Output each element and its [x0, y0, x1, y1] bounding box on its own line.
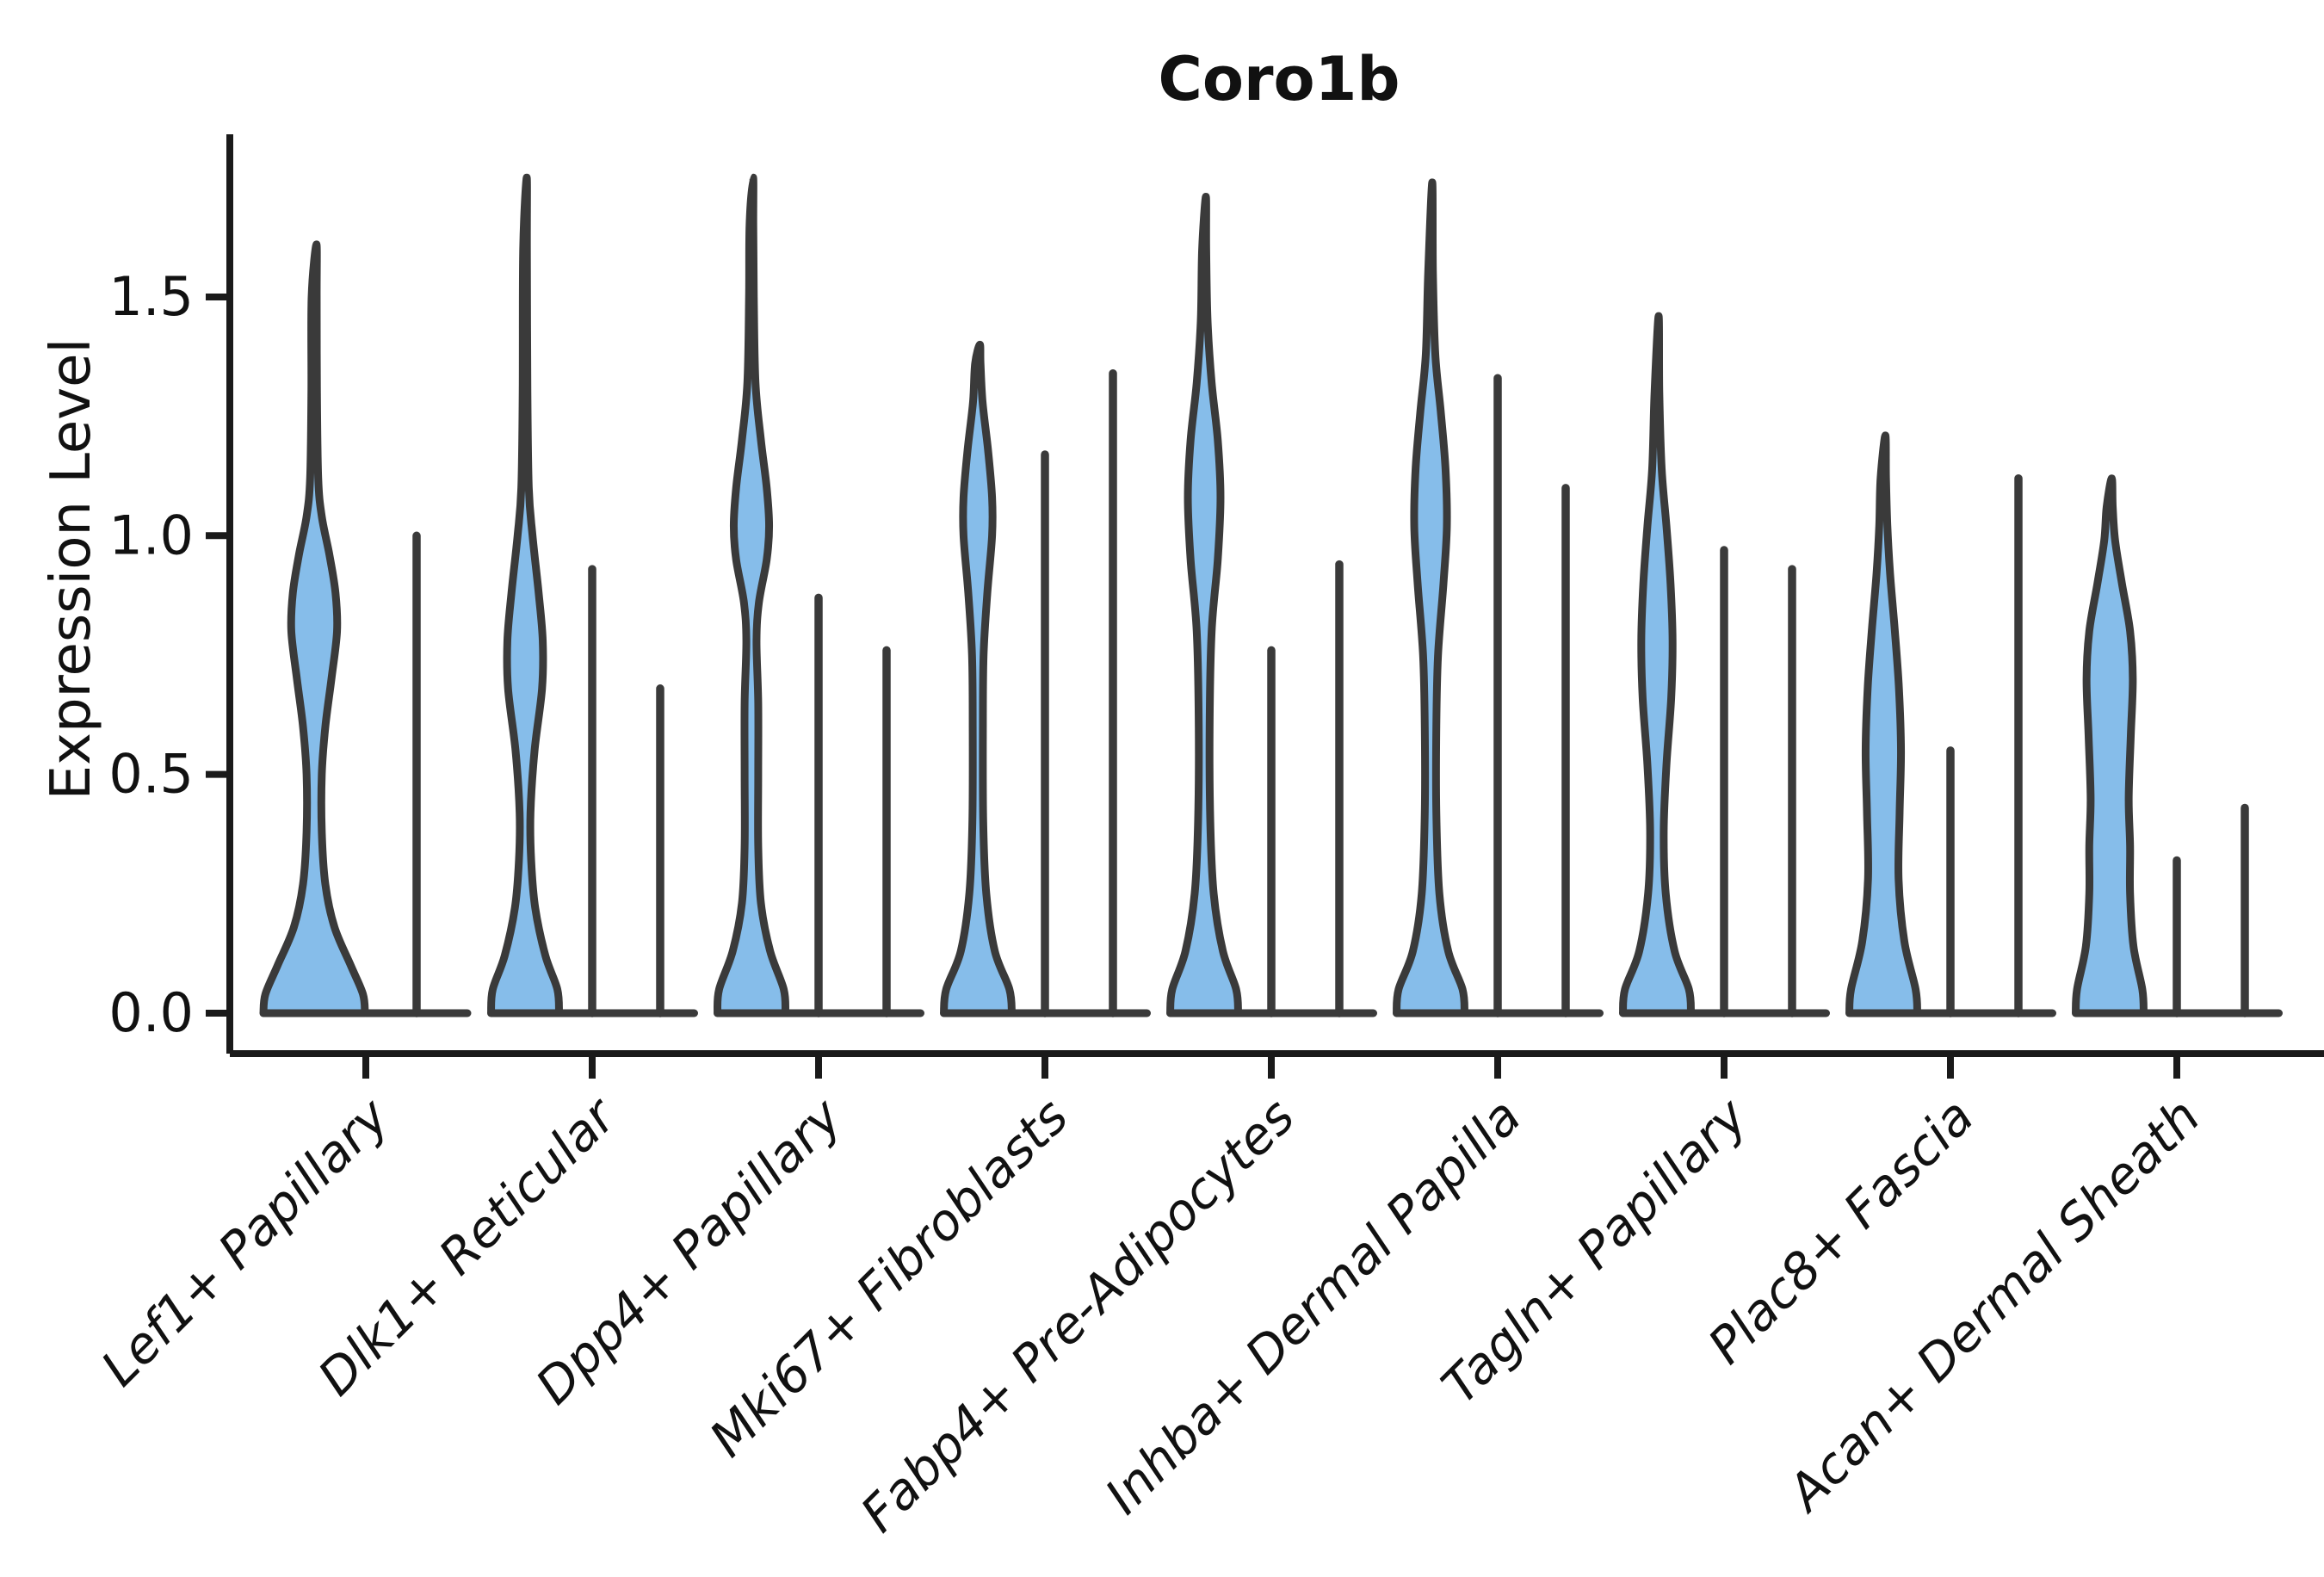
- y-tick-label: 0.0: [108, 981, 194, 1044]
- violin-density-dpp4-papillary: [713, 173, 790, 1017]
- violin-plot-figure: Coro1b Expression Level 0.0 0.5 1.0 1.5 Lef1+ …: [34, 14, 2324, 1563]
- violin-density-lef1-papillary: [259, 240, 369, 1017]
- violin-density-inhba-dermal-papilla: [1393, 178, 1468, 1017]
- y-tick-label: 1.0: [108, 504, 194, 566]
- y-tick-label: 0.5: [108, 743, 194, 806]
- violin-density-acan-dermal-sheath: [2072, 474, 2148, 1017]
- chart-title: Coro1b: [1159, 44, 1400, 114]
- violin-density-tagln-papillary: [1619, 312, 1695, 1017]
- y-axis-title: Expression Level: [40, 338, 103, 801]
- violin-density-plac8-fascia: [1845, 431, 1921, 1017]
- y-tick-label: 1.5: [108, 265, 194, 328]
- violin-density-dlk1-reticular: [487, 173, 563, 1017]
- violin-density-mki67-fibroblasts: [940, 340, 1016, 1017]
- violin-density-fabp4-pre-adipocytes: [1166, 192, 1242, 1017]
